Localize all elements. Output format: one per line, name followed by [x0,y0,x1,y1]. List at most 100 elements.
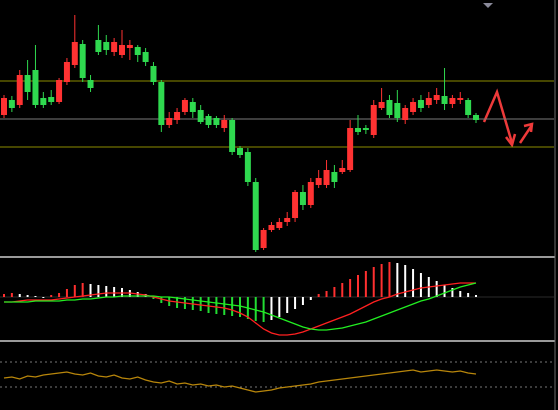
macd-bar [380,264,383,297]
candle-body [260,230,267,248]
macd-bar [412,269,415,297]
candle-body [323,170,330,185]
candle-body [119,45,125,55]
macd-bar [419,273,422,297]
candle-body [473,115,479,120]
candle-body [213,118,220,125]
marker [483,3,493,8]
candle-body [457,98,464,100]
candle-body [315,178,322,185]
candle-body [252,182,259,250]
candle-body [174,112,181,120]
candle-body [16,75,23,105]
macd-bar [105,286,108,297]
macd-bar [50,295,53,297]
candle-body [402,108,409,120]
candle-body [268,225,275,230]
macd-bar [152,297,155,299]
macd-bar [81,283,84,297]
macd-bar [3,294,5,297]
candle-body [56,80,63,102]
macd-bar [388,262,391,297]
macd-bar [349,279,352,297]
macd-bar [333,287,336,297]
candle-body [103,42,110,50]
macd-bar [89,284,92,297]
macd-bar [451,288,454,297]
macd-bar [278,297,281,317]
candle-body [378,102,385,108]
macd-bar [215,297,218,314]
arrow [518,124,534,144]
candle-body [386,100,393,115]
macd-bar [286,297,289,313]
candle-body [32,70,39,105]
candle-body [63,62,70,82]
candle-body [229,120,236,152]
candle-body [142,52,149,62]
macd-bar [262,297,265,322]
candle-body [79,44,86,78]
arrowhead [523,122,534,133]
candle-body [197,110,204,122]
candle-body [1,98,7,115]
macd-bar [317,294,320,297]
candle-body [433,95,440,100]
candle-body [449,98,456,104]
macd-bar [18,294,21,297]
candle-body [221,120,228,128]
candle-body [95,40,102,52]
macd-bar [270,297,273,320]
macd-bar [160,297,163,303]
candle-body [158,82,165,125]
macd-bar [223,297,226,315]
macd-bar [301,297,304,305]
macd-bar [443,285,446,297]
candle-body [362,128,369,130]
candle-body [244,152,251,182]
macd-bar [231,297,234,316]
drawn-arrows [482,88,534,148]
candle-body [307,182,314,205]
macd-bar [65,289,68,297]
macd-bar [254,297,257,321]
candle-body [292,192,299,218]
candle-body [284,218,291,222]
macd-bar [404,265,407,297]
candle-body [410,102,417,112]
candle-body [417,100,424,108]
candle-body [355,128,361,132]
candle-body [425,98,432,105]
candle-body [205,116,212,125]
candle-body [276,222,283,228]
macd-bar [364,271,367,297]
macd-bar [357,275,359,297]
macd-bar [10,293,13,297]
candle-body [48,97,55,102]
candle-body [331,172,338,182]
arrowhead [505,133,517,148]
indicator-line [4,282,477,331]
candle-body [181,100,188,112]
arrow [482,88,514,144]
candle-body [347,128,354,170]
candle-body [24,75,31,92]
candle-body [111,42,118,52]
candle-body [40,98,47,105]
macd-bar [294,297,297,309]
candle-body [465,100,472,115]
macd-bar [26,295,29,297]
candle-body [237,148,243,155]
macd-bar [435,281,438,297]
macd-bar [372,267,375,297]
macd-bar [207,297,210,313]
macd-bar [325,291,328,297]
macd-bar [34,296,37,297]
candle-body [339,168,346,172]
candle-body [394,103,401,118]
candle-body [134,47,141,55]
macd-bar [97,285,100,297]
indicator-line [3,369,477,393]
